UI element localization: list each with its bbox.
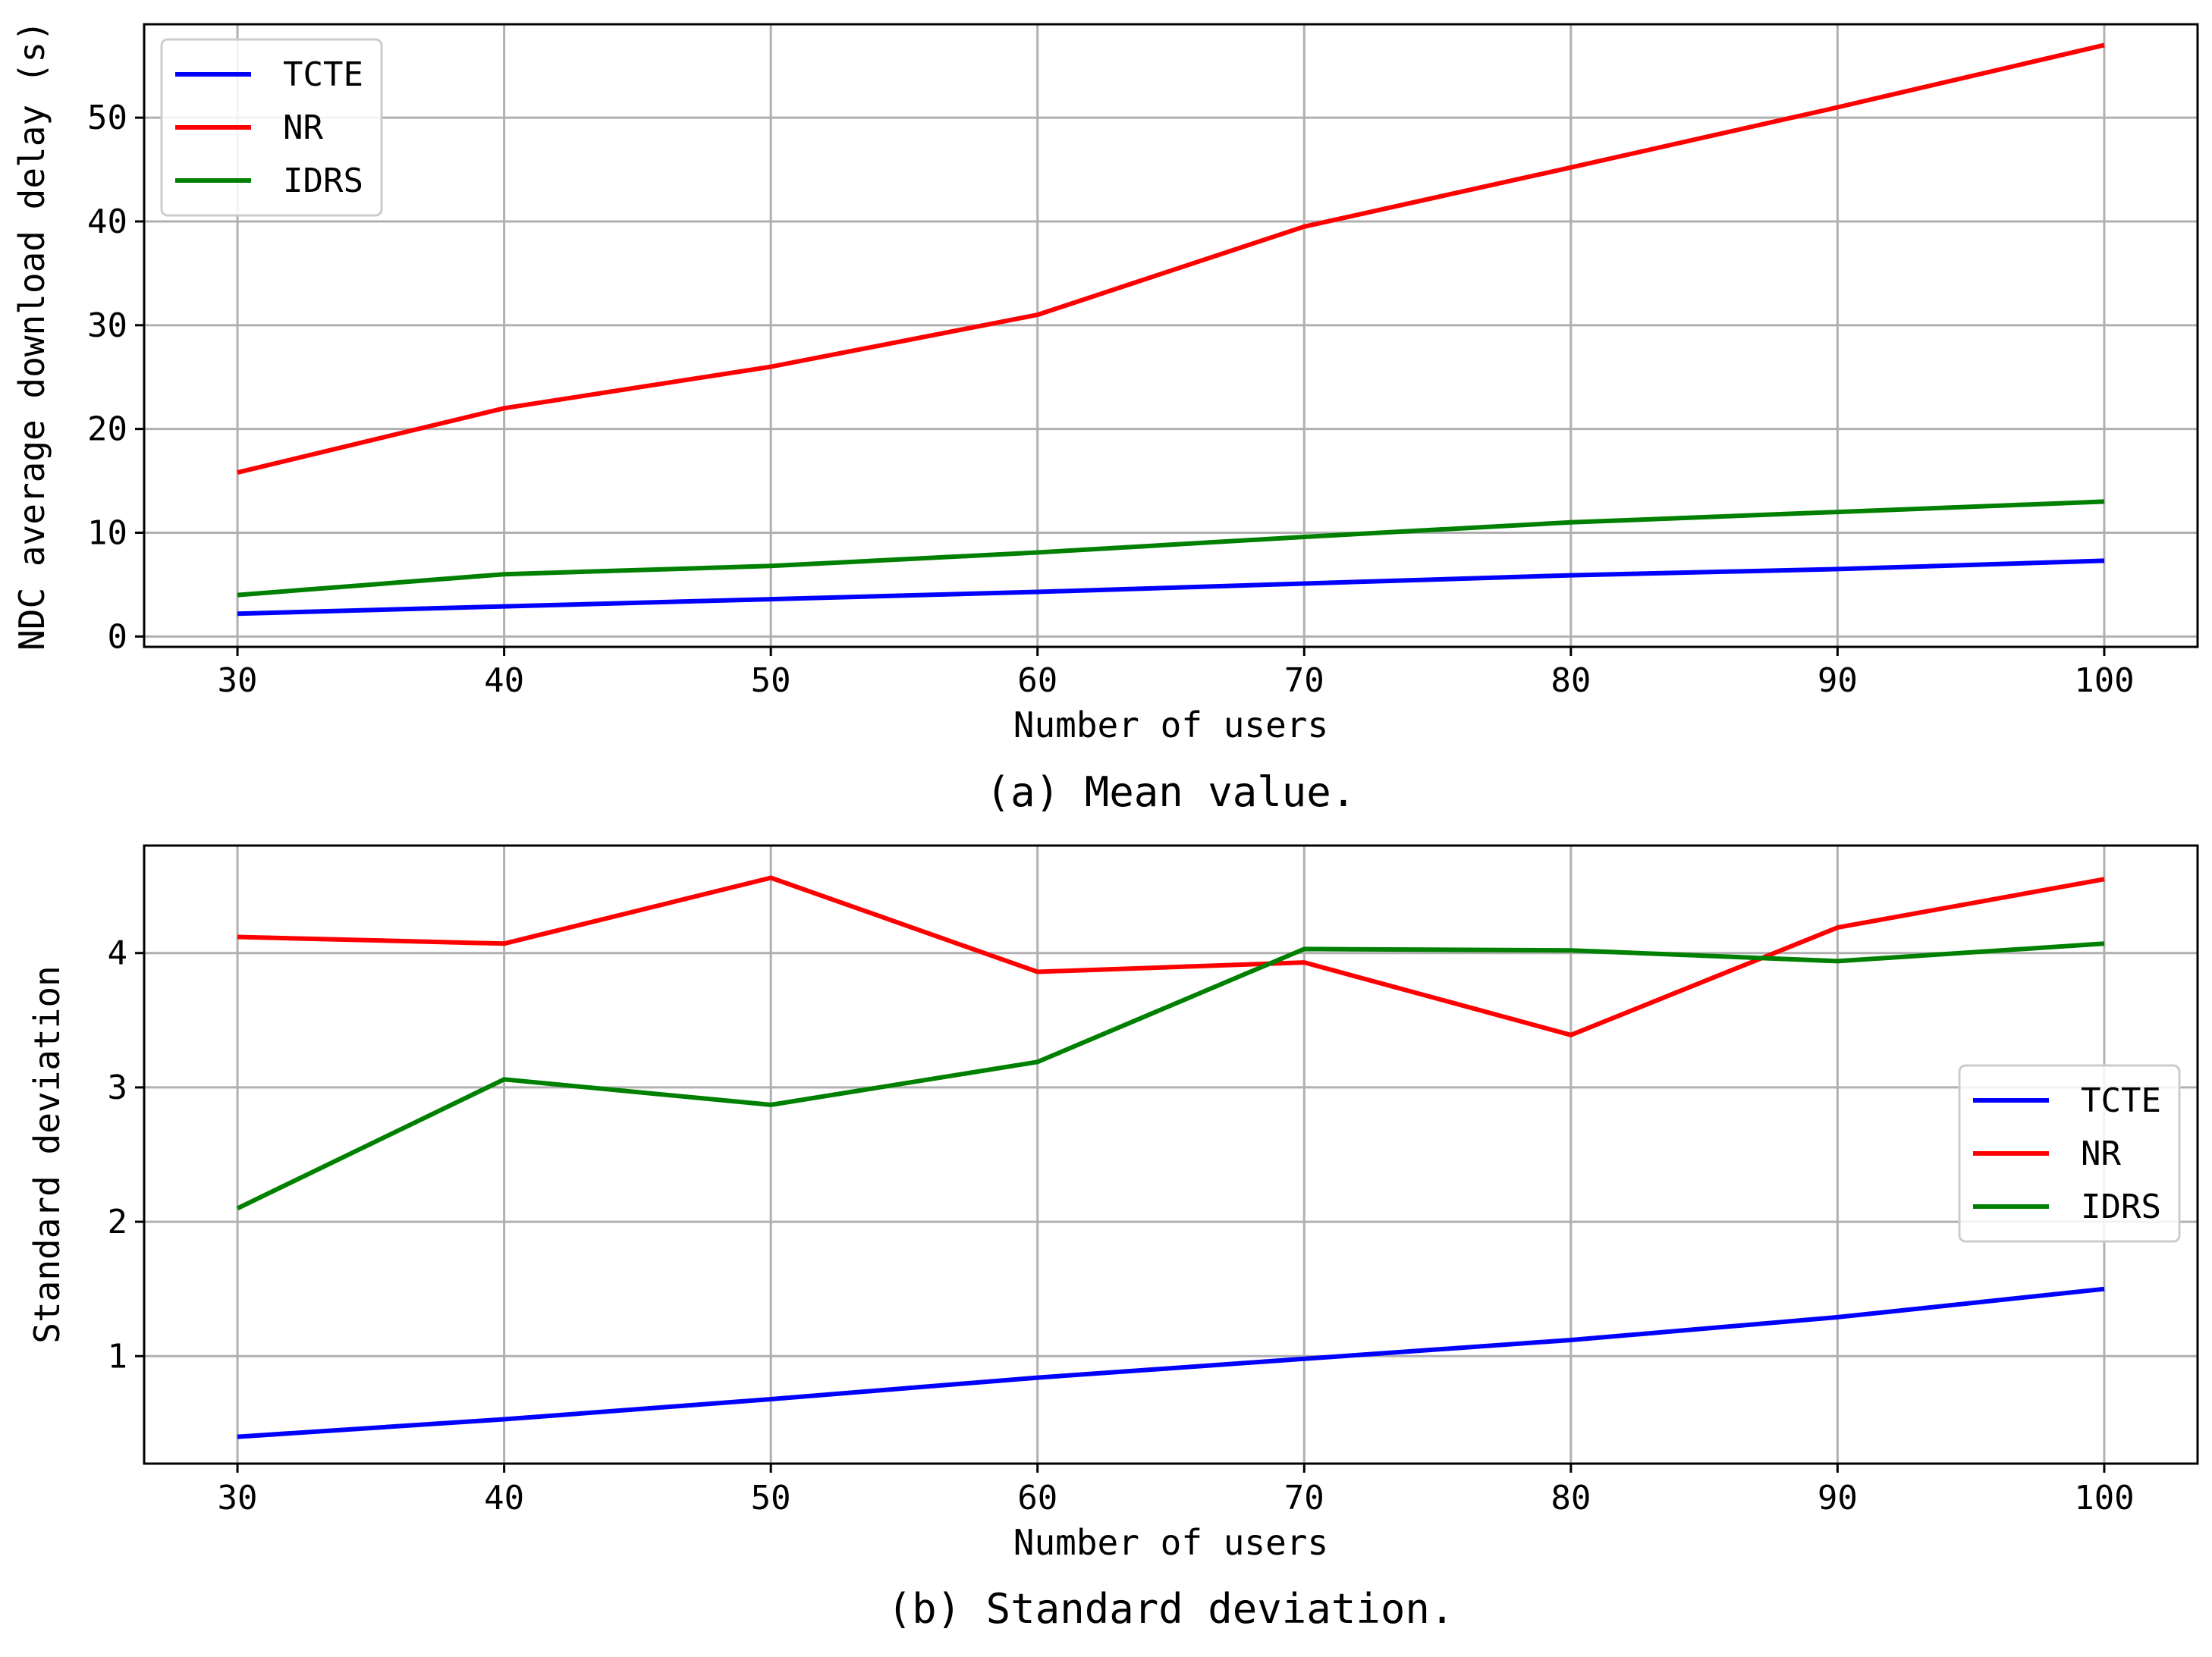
y-tick-label: 20: [87, 410, 127, 449]
x-tick-label: 70: [1284, 1479, 1324, 1517]
x-tick-label: 30: [218, 1479, 258, 1517]
series-line-idrs: [236, 941, 2105, 1211]
legend: TCTE NR IDRS: [1958, 1064, 2181, 1243]
x-axis-label: Number of users: [1013, 1522, 1328, 1563]
grid: [144, 846, 2198, 1464]
x-tick-label: 50: [751, 1479, 791, 1517]
y-axis-label: Standard deviation: [27, 965, 68, 1344]
series-line-tcte: [237, 558, 2105, 617]
x-tick-label: 100: [2074, 1479, 2134, 1517]
legend-label-nr: NR: [283, 108, 323, 147]
legend: TCTE NR IDRS: [160, 38, 383, 217]
y-tick-label: 4: [108, 934, 128, 973]
series-line-nr: [237, 875, 2105, 1037]
y-axis-label: NDC average download delay (s): [11, 20, 52, 651]
series-line-idrs: [237, 499, 2105, 598]
x-tick-label: 70: [1284, 661, 1324, 700]
y-tick-label: 50: [87, 99, 127, 137]
y-tick-label: 40: [87, 202, 127, 241]
panel-caption: (a) Mean value.: [986, 768, 1356, 816]
x-axis-label: Number of users: [1013, 705, 1328, 745]
y-tick-label: 0: [108, 617, 128, 656]
legend-label-tcte: TCTE: [283, 55, 363, 94]
y-tick-label: 1: [108, 1337, 128, 1376]
legend-label-tcte: TCTE: [2081, 1081, 2161, 1120]
y-tick-label: 10: [87, 513, 127, 552]
x-tick-label: 60: [1017, 661, 1057, 700]
chart-panel-b: 30 40 50 60 70 80 90 100 1 2 3 4 Number of users Stan…: [27, 844, 2199, 1633]
x-tick-label: 40: [484, 1479, 524, 1517]
grid: [144, 24, 2198, 647]
x-tick-label: 30: [218, 661, 258, 700]
legend-label-idrs: IDRS: [2081, 1188, 2161, 1226]
y-tick-label: 30: [87, 306, 127, 345]
panel-caption: (b) Standard deviation.: [888, 1585, 1455, 1633]
plot-frame: [143, 23, 2199, 648]
legend-box: [1958, 1064, 2181, 1243]
x-tick-label: 40: [484, 661, 524, 700]
plot-frame: [143, 844, 2199, 1465]
series-line-tcte: [237, 1286, 2105, 1439]
y-tick-label: 2: [108, 1203, 128, 1241]
chart-panel-a: 30 40 50 60 70 80 90 100 0 10 20 30 40 50 Number of us…: [11, 20, 2199, 816]
x-tick-label: 90: [1818, 661, 1858, 700]
x-tick-label: 100: [2074, 661, 2134, 700]
x-tick-label: 90: [1818, 1479, 1858, 1517]
x-tick-label: 80: [1551, 661, 1591, 700]
series-line-nr: [237, 42, 2105, 475]
legend-box: [160, 38, 383, 217]
legend-label-idrs: IDRS: [283, 162, 363, 200]
legend-label-nr: NR: [2081, 1134, 2121, 1173]
y-tick-label: 3: [108, 1069, 128, 1107]
x-tick-label: 80: [1551, 1479, 1591, 1517]
x-tick-label: 50: [751, 661, 791, 700]
x-tick-label: 60: [1017, 1479, 1057, 1517]
